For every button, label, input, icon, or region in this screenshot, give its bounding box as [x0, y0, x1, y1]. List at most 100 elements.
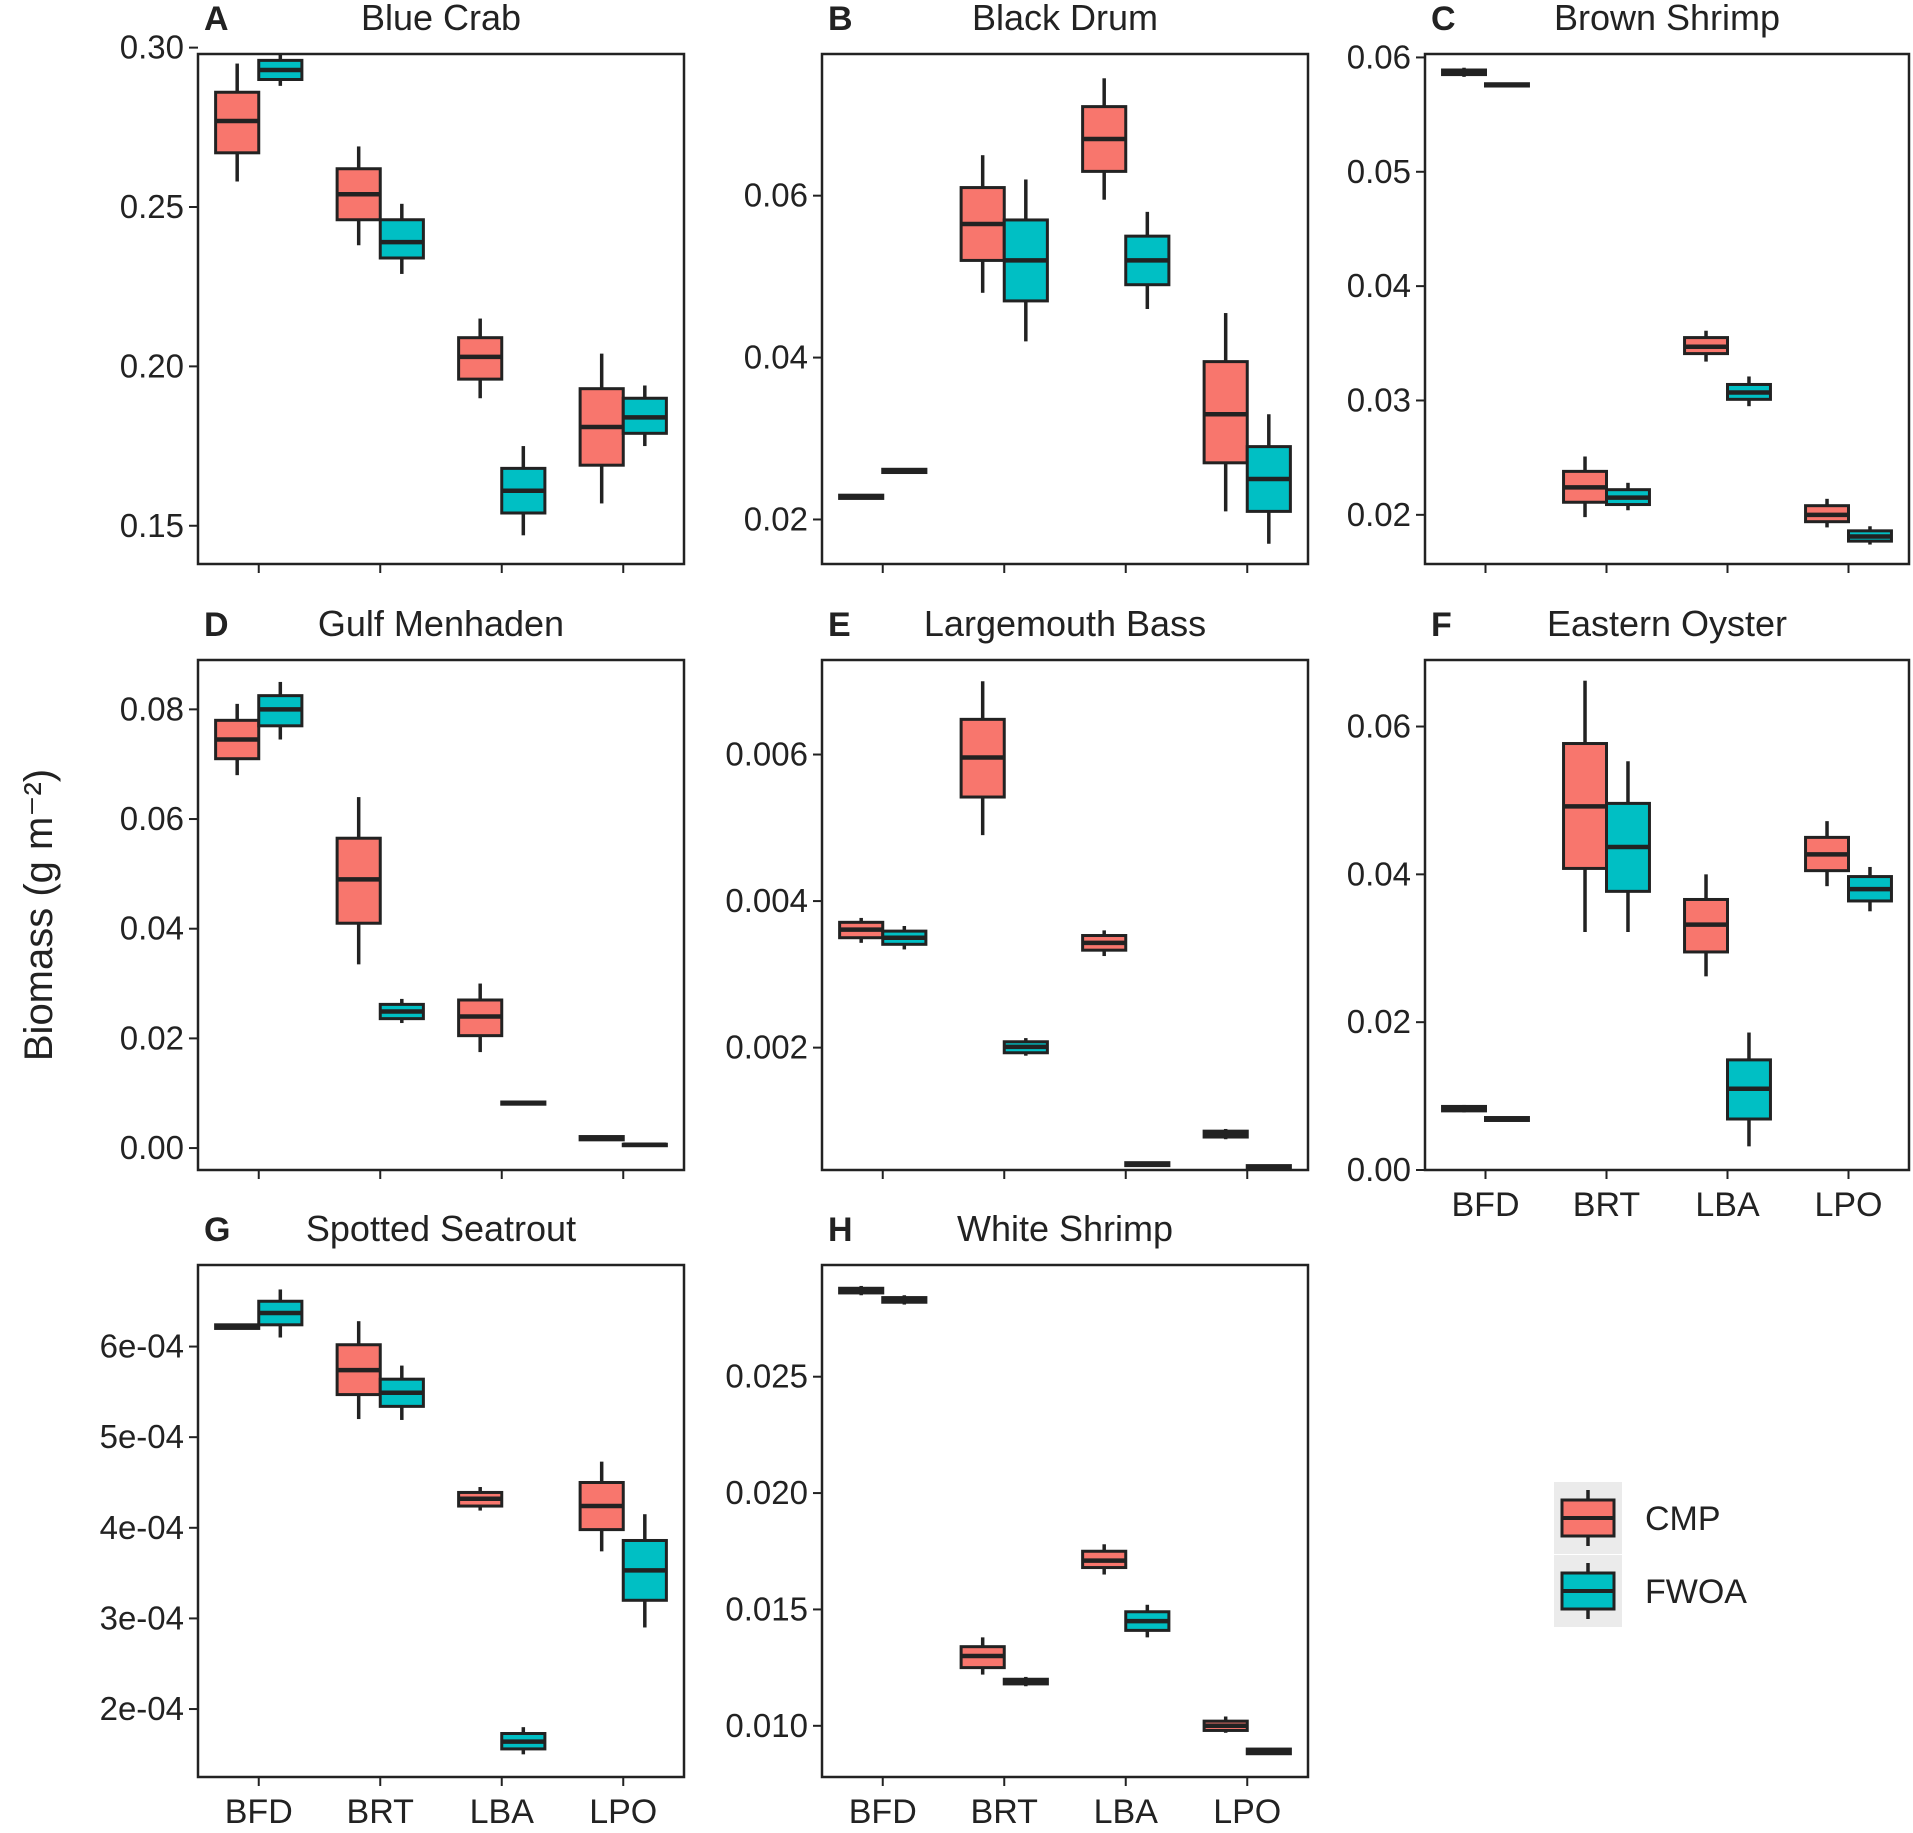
- box-cmp-bfd: [838, 1285, 885, 1296]
- x-tick-label-brt: BRT: [1573, 1186, 1640, 1224]
- box-cmp-lpo: [578, 1461, 625, 1552]
- box-cmp-lba: [1081, 78, 1128, 200]
- box-cmp-lba: [1081, 930, 1128, 957]
- box-fwoa-bfd: [1484, 1116, 1530, 1122]
- box-cmp-lba: [457, 1487, 504, 1511]
- panels: A Blue Crab 0.15 0.20 0.25 0.30 B Black Drum 0.0…: [100, 0, 1911, 1831]
- x-tick-label-lba: LBA: [1094, 1793, 1159, 1831]
- box-fwoa-lba: [1124, 1604, 1171, 1638]
- box-cmp-brt: [1562, 680, 1609, 932]
- legend-item-fwoa: FWOA: [1554, 1555, 1747, 1627]
- y-tick-label: 0.025: [725, 1358, 808, 1395]
- y-axis-title: Biomass (g m⁻²): [17, 769, 61, 1061]
- box-fwoa-bfd: [881, 1295, 928, 1305]
- box-cmp-brt: [1562, 456, 1609, 518]
- box-cmp-bfd: [214, 1323, 261, 1330]
- y-tick-label: 0.30: [120, 29, 184, 66]
- box-fwoa-lpo: [1847, 526, 1893, 545]
- panel-title: Brown Shrimp: [1554, 0, 1780, 38]
- box-cmp-lpo: [1202, 1128, 1249, 1140]
- x-tick-label-bfd: BFD: [225, 1793, 293, 1831]
- plot-frame: [196, 658, 686, 1172]
- box-cmp-lpo: [578, 353, 625, 504]
- panel-title: Black Drum: [972, 0, 1158, 38]
- y-tick-label: 0.004: [725, 882, 808, 919]
- x-tick-label-lpo: LPO: [1213, 1793, 1281, 1831]
- y-tick-label: 0.05: [1347, 153, 1411, 190]
- box-fwoa-bfd: [881, 925, 928, 950]
- box-cmp-brt: [335, 1321, 382, 1420]
- y-tick-label: 0.02: [1347, 496, 1411, 533]
- y-tick-label: 0.006: [725, 736, 808, 773]
- box-fwoa-lba: [1726, 376, 1772, 407]
- box-cmp-lpo: [1202, 313, 1249, 512]
- panel-letter: F: [1431, 606, 1452, 644]
- box-fwoa-bfd: [257, 1289, 304, 1338]
- box-fwoa-lpo: [1245, 1747, 1292, 1756]
- box-fwoa-brt: [378, 1365, 425, 1420]
- panel-letter: B: [828, 0, 853, 38]
- box-fwoa-brt: [1002, 179, 1049, 342]
- y-tick-label: 0.020: [725, 1474, 808, 1511]
- box-fwoa-brt: [1605, 761, 1651, 932]
- box-fwoa-lba: [1124, 211, 1171, 309]
- box-fwoa-lpo: [1245, 414, 1292, 544]
- y-tick-label: 2e-04: [100, 1690, 184, 1727]
- box-cmp-brt: [335, 146, 382, 246]
- panel-b-black-drum: B Black Drum 0.02 0.04 0.06: [744, 0, 1310, 573]
- y-tick-label: 0.00: [1347, 1151, 1411, 1188]
- box-cmp-lpo: [1202, 1716, 1249, 1733]
- y-tick-label: 0.06: [744, 177, 808, 214]
- box-cmp-brt: [959, 155, 1006, 293]
- box-cmp-bfd: [214, 63, 261, 182]
- box-fwoa-brt: [1002, 1676, 1049, 1687]
- y-tick-label: 0.20: [120, 347, 184, 384]
- y-tick-label: 0.06: [1347, 708, 1411, 745]
- y-tick-label: 0.02: [744, 500, 808, 537]
- plot-frame: [820, 52, 1310, 566]
- box-fwoa-brt: [378, 203, 425, 274]
- box-cmp-lpo: [1804, 498, 1851, 528]
- box-cmp-lba: [457, 983, 504, 1053]
- box-fwoa-brt: [378, 998, 425, 1024]
- y-tick-label: 6e-04: [100, 1328, 184, 1365]
- box-cmp-bfd: [1441, 67, 1488, 77]
- panel-f-eastern-oyster: F Eastern Oyster 0.00 0.02 0.04 0.06 BFD BRT LBA…: [1347, 603, 1911, 1224]
- box-cmp-bfd: [1441, 1104, 1488, 1113]
- box-fwoa-lba: [1726, 1032, 1772, 1147]
- y-tick-label: 5e-04: [100, 1418, 184, 1455]
- legend: CMP FWOA: [1554, 1482, 1747, 1627]
- panel-a-blue-crab: A Blue Crab 0.15 0.20 0.25 0.30: [120, 0, 686, 573]
- y-tick-label: 0.04: [120, 910, 184, 947]
- panel-letter: H: [828, 1211, 853, 1249]
- plot-frame: [820, 1263, 1310, 1779]
- y-tick-label: 0.08: [120, 690, 184, 727]
- x-tick-label-brt: BRT: [971, 1793, 1038, 1831]
- x-tick-label-lpo: LPO: [1814, 1186, 1882, 1224]
- panel-c-brown-shrimp: C Brown Shrimp 0.02 0.03 0.04 0.05 0.06: [1347, 0, 1911, 573]
- legend-label: FWOA: [1645, 1573, 1747, 1611]
- box-fwoa-lba: [500, 1727, 547, 1755]
- box-cmp-lba: [1081, 1544, 1128, 1575]
- box-fwoa-lba: [500, 446, 547, 536]
- box-fwoa-lba: [500, 1100, 547, 1106]
- box-fwoa-bfd: [257, 54, 304, 86]
- panel-title: White Shrimp: [957, 1208, 1173, 1249]
- x-tick-label-bfd: BFD: [1452, 1186, 1520, 1224]
- legend-label: CMP: [1645, 1500, 1721, 1538]
- y-tick-label: 0.010: [725, 1707, 808, 1744]
- plot-frame: [1423, 52, 1911, 566]
- box-fwoa-brt: [1002, 1038, 1049, 1056]
- box-fwoa-bfd: [1484, 82, 1530, 88]
- box-cmp-lba: [1683, 874, 1730, 977]
- panel-title: Gulf Menhaden: [318, 603, 564, 644]
- y-tick-label: 0.04: [1347, 855, 1411, 892]
- legend-item-cmp: CMP: [1554, 1482, 1721, 1554]
- panel-letter: A: [204, 0, 229, 38]
- box-fwoa-lpo: [621, 385, 668, 447]
- box-cmp-brt: [959, 1637, 1006, 1675]
- box-cmp-bfd: [838, 917, 885, 943]
- box-fwoa-bfd: [881, 467, 928, 475]
- box-fwoa-brt: [1605, 482, 1651, 511]
